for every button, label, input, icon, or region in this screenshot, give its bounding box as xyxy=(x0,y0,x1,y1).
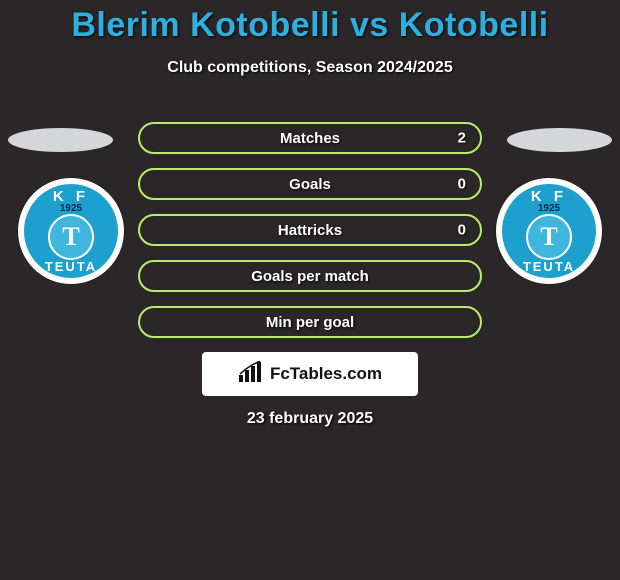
stat-value: 2 xyxy=(458,130,466,147)
date-text: 23 february 2025 xyxy=(0,410,620,428)
subtitle: Club competitions, Season 2024/2025 xyxy=(0,59,620,77)
club-crest-left: K F 1925 T TEUTA xyxy=(18,178,124,284)
stat-value: 0 xyxy=(458,176,466,193)
stat-label: Goals xyxy=(289,176,331,193)
crest-year: 1925 xyxy=(538,203,560,214)
stat-row-goals: Goals 0 xyxy=(138,168,482,200)
branding-badge: FcTables.com xyxy=(202,352,418,396)
player-oval-left xyxy=(8,128,113,152)
branding-text: FcTables.com xyxy=(270,364,382,384)
crest-bottom-text: TEUTA xyxy=(45,259,97,274)
crest-year: 1925 xyxy=(60,203,82,214)
stat-row-matches: Matches 2 xyxy=(138,122,482,154)
page-title: Blerim Kotobelli vs Kotobelli xyxy=(0,0,620,45)
player-oval-right xyxy=(507,128,612,152)
stat-row-goals-per-match: Goals per match xyxy=(138,260,482,292)
club-crest-right: K F 1925 T TEUTA xyxy=(496,178,602,284)
crest-letter: T xyxy=(526,214,572,260)
stat-label: Min per goal xyxy=(266,314,354,331)
stat-label: Goals per match xyxy=(251,268,369,285)
crest-bottom-text: TEUTA xyxy=(523,259,575,274)
stat-value: 0 xyxy=(458,222,466,239)
bars-icon xyxy=(238,361,264,388)
stat-row-hattricks: Hattricks 0 xyxy=(138,214,482,246)
stat-label: Hattricks xyxy=(278,222,342,239)
stat-row-min-per-goal: Min per goal xyxy=(138,306,482,338)
crest-letter: T xyxy=(48,214,94,260)
stat-label: Matches xyxy=(280,130,340,147)
stats-panel: Matches 2 Goals 0 Hattricks 0 Goals per … xyxy=(138,122,482,352)
